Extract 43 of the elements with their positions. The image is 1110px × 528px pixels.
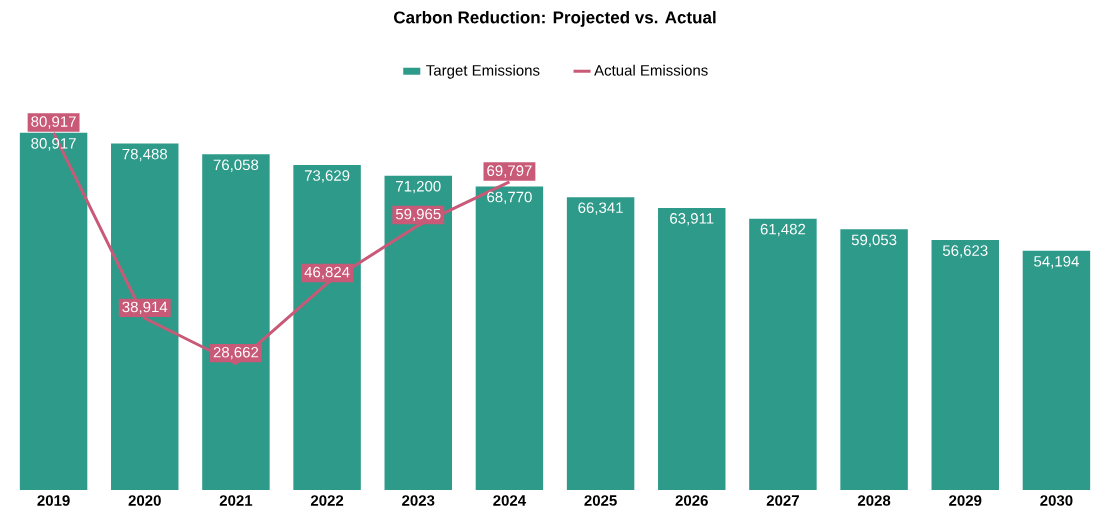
chart-title: Carbon Reduction: Projected vs. Actual [394,10,716,27]
data-label: 66,341 [578,202,623,215]
x-tick-label: 2030 [1040,495,1073,506]
x-tick-label: 2023 [402,495,435,506]
legend-label: Target Emissions [426,64,540,79]
bar [475,186,544,490]
data-label: 54,194 [1034,256,1079,269]
data-label: 76,058 [213,159,259,172]
x-tick-label: 2024 [493,495,527,506]
data-label: 38,914 [122,301,168,315]
data-label: 63,911 [670,213,714,226]
bar [1022,250,1091,490]
bar [293,165,361,490]
x-tick-label: 2026 [675,495,708,506]
data-label: 68,770 [487,191,532,205]
data-label: 61,482 [760,223,806,237]
data-label: 69,797 [487,165,532,178]
data-label: 28,662 [213,346,259,360]
x-tick-label: 2027 [766,495,799,506]
x-tick-label: 2028 [857,495,891,506]
x-tick-label: 2025 [584,495,617,506]
data-label: 46,824 [304,266,350,280]
bar [840,229,908,490]
bar [566,197,635,490]
x-tick-label: 2019 [37,495,70,506]
bar [111,143,179,490]
data-label: 59,053 [851,234,897,247]
legend-label: Actual Emissions [594,64,708,76]
bar [202,154,270,490]
x-tick-label: 2020 [128,495,161,506]
data-label: 78,488 [122,148,168,162]
data-label: 71,200 [396,180,441,194]
bar [931,240,999,490]
data-label: 56,623 [942,245,988,258]
data-label: 59,965 [395,208,441,222]
bar [658,207,726,490]
data-label: 73,629 [304,170,350,183]
x-tick-label: 2029 [949,495,982,506]
x-tick-label: 2021 [219,495,253,506]
bar [384,175,452,490]
data-label: 80,917 [31,116,76,129]
x-tick-label: 2022 [310,495,344,506]
bar [749,218,817,490]
